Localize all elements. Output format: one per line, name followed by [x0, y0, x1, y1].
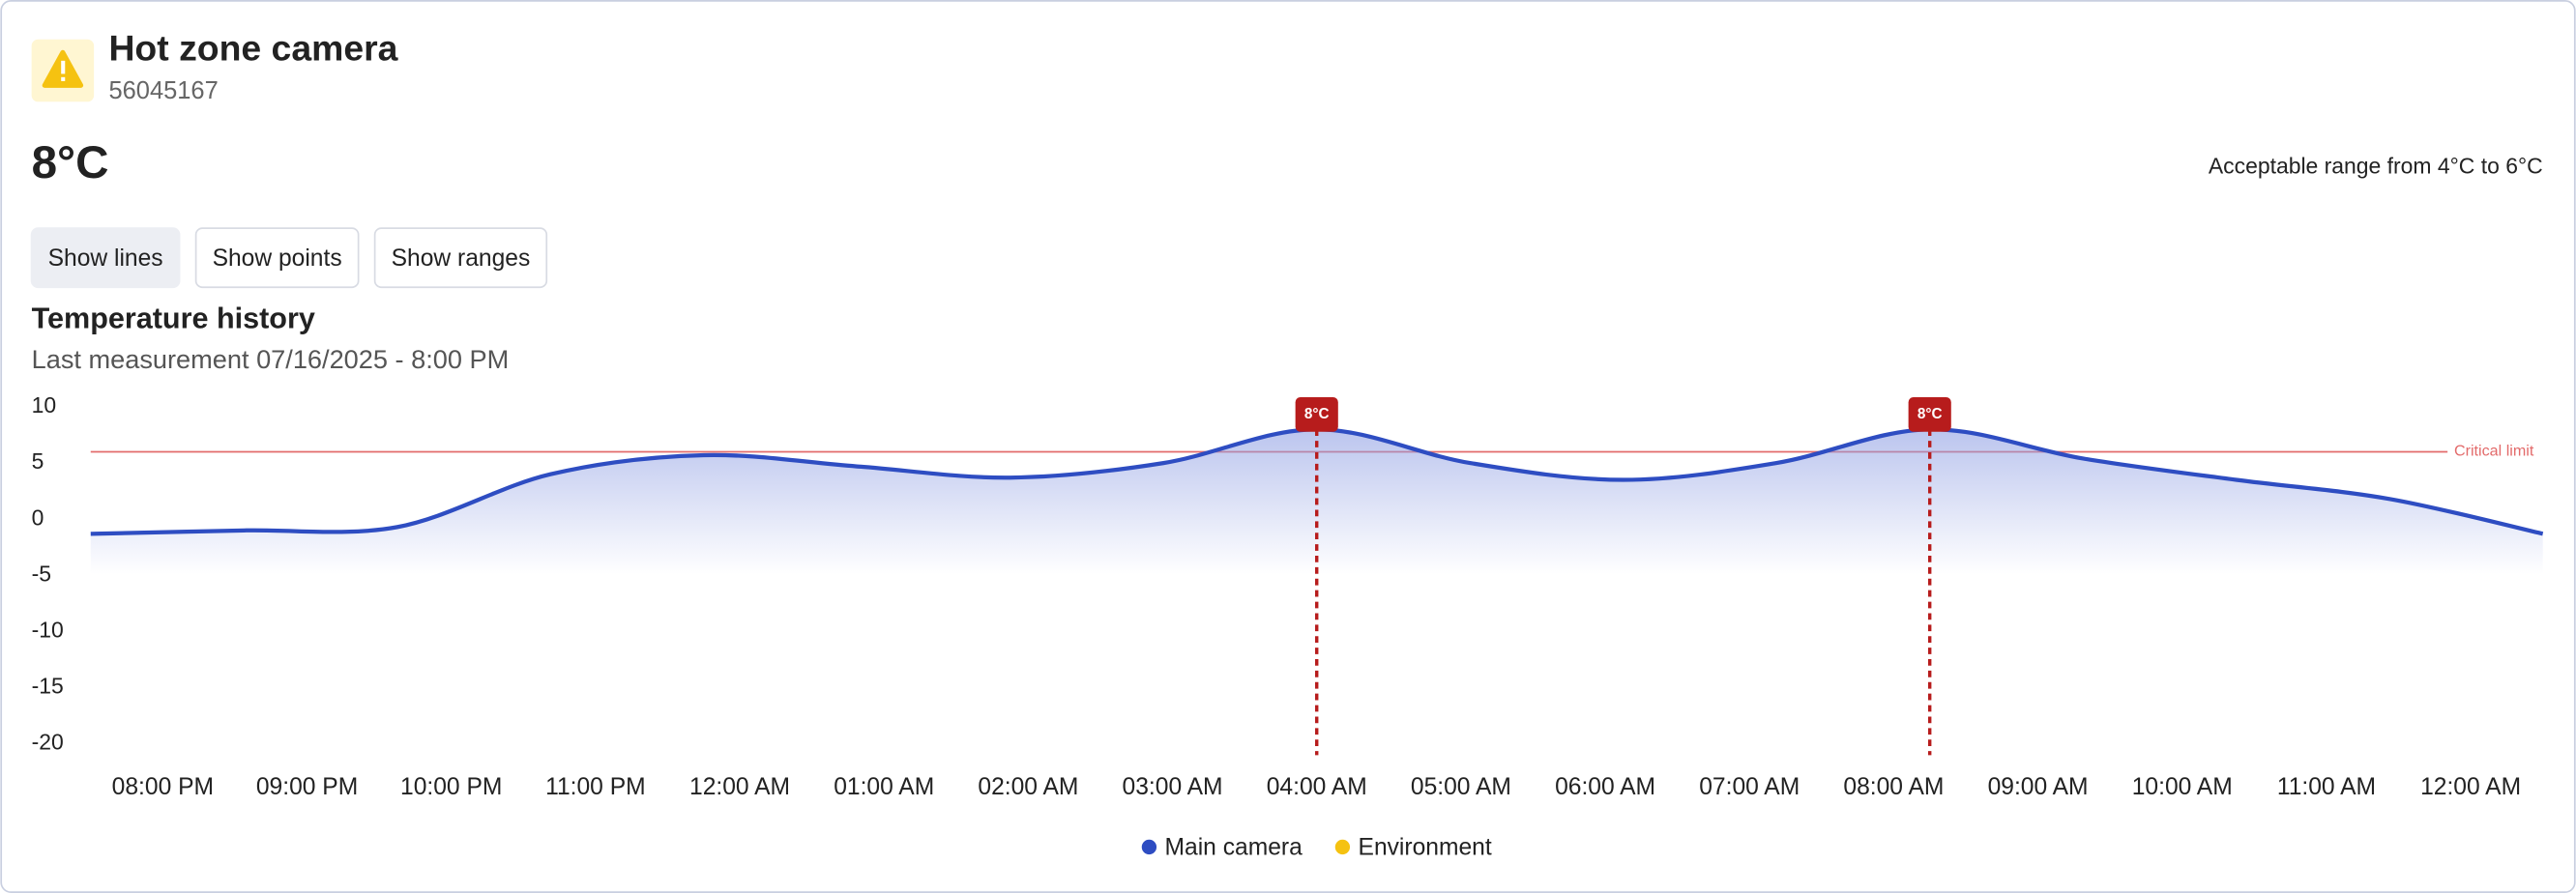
y-tick-label: -15	[32, 674, 64, 699]
x-tick-label: 12:00 AM	[689, 774, 790, 800]
x-tick-label: 11:00 PM	[545, 774, 646, 800]
legend-marker	[1334, 839, 1351, 855]
y-tick-label: 5	[32, 448, 44, 474]
y-tick-label: -10	[32, 618, 64, 643]
button-bar: Show lines Show points Show ranges	[30, 227, 548, 289]
button-bg	[194, 227, 360, 289]
legend-item[interactable]: Main camera	[1141, 835, 1303, 861]
x-tick-label: 09:00 PM	[256, 774, 358, 800]
button-label: Show ranges	[392, 245, 531, 272]
legend-marker	[1141, 839, 1157, 855]
x-tick-label: 09:00 AM	[1988, 774, 2089, 800]
warning-icon-mark	[61, 60, 66, 74]
critical-limit-label: Critical limit	[2454, 443, 2534, 460]
toggle-button[interactable]: Show points	[194, 227, 360, 289]
x-tick-label: 08:00 PM	[112, 774, 214, 800]
x-tick-label: 01:00 AM	[834, 774, 934, 800]
button-bg	[373, 227, 548, 289]
x-tick-label: 07:00 AM	[1699, 774, 1800, 800]
y-tick-label: 10	[32, 392, 57, 418]
y-tick-label: -5	[32, 561, 51, 586]
button-bg	[30, 227, 181, 289]
toggle-button[interactable]: Show lines	[30, 227, 181, 289]
x-tick-label: 02:00 AM	[978, 774, 1078, 800]
warning-icon-dot	[61, 76, 66, 81]
marker-badge	[1295, 397, 1338, 432]
x-tick-label: 05:00 AM	[1411, 774, 1511, 800]
x-tick-label: 06:00 AM	[1555, 774, 1655, 800]
legend-item[interactable]: Environment	[1334, 835, 1492, 861]
legend-label: Environment	[1359, 835, 1492, 861]
x-tick-label: 08:00 AM	[1843, 774, 1944, 800]
button-label: Show lines	[48, 245, 163, 272]
toggle-button[interactable]: Show ranges	[373, 227, 548, 289]
data-label: 8°C	[1917, 406, 1943, 422]
device-id: 56045167	[108, 77, 218, 104]
current-temperature: 8°C	[32, 137, 109, 188]
x-tick-label: 12:00 AM	[2420, 774, 2521, 800]
y-tick-label: -20	[32, 730, 64, 755]
device-title: Hot zone camera	[108, 28, 398, 69]
marker-badge	[1908, 397, 1951, 432]
x-tick-label: 04:00 AM	[1267, 774, 1367, 800]
button-label: Show points	[213, 245, 342, 272]
chart-subtitle: Last measurement 07/16/2025 - 8:00 PM	[32, 344, 510, 374]
y-tick-label: 0	[32, 504, 44, 530]
x-tick-label: 03:00 AM	[1123, 774, 1223, 800]
x-tick-label: 10:00 AM	[2132, 774, 2233, 800]
acceptable-range: Acceptable range from 4°C to 6°C	[2209, 153, 2543, 178]
x-tick-label: 11:00 AM	[2277, 774, 2376, 800]
chart-title: Temperature history	[32, 302, 315, 334]
x-tick-label: 10:00 PM	[400, 774, 502, 800]
data-label: 8°C	[1304, 406, 1330, 422]
legend-label: Main camera	[1165, 835, 1303, 861]
